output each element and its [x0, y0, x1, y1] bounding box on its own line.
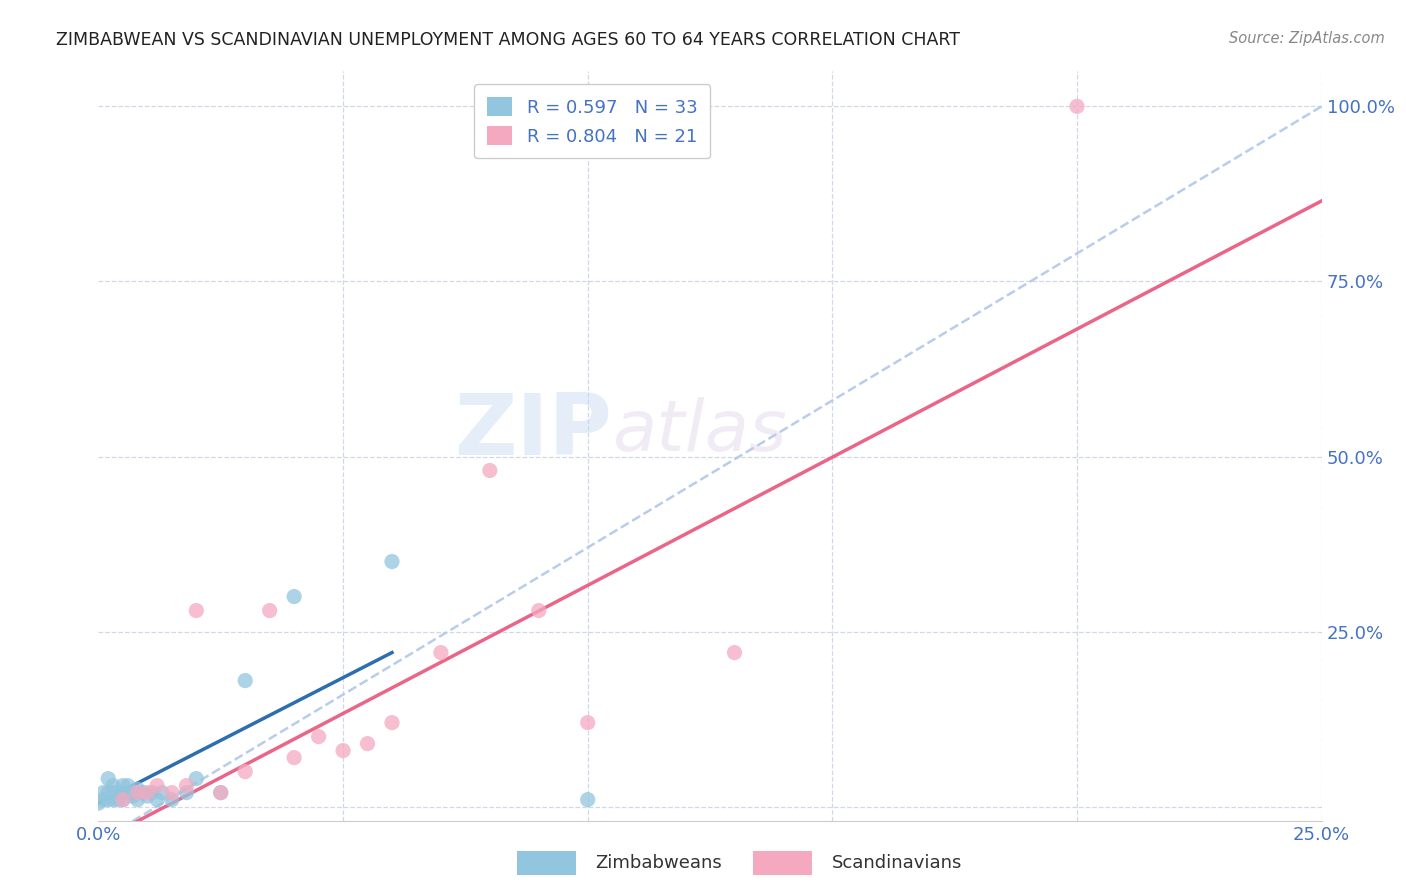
Point [127, 786, 149, 800]
Point [209, 786, 232, 800]
Point [136, 786, 159, 800]
Point [150, 786, 173, 800]
Point [121, 789, 143, 804]
Point [209, 786, 232, 800]
Point [478, 463, 501, 477]
Point [176, 779, 198, 793]
Point [332, 743, 354, 757]
Point [259, 603, 281, 617]
Point [131, 786, 153, 800]
Point [101, 792, 124, 806]
Point [308, 730, 330, 744]
Text: Scandinavians: Scandinavians [831, 854, 962, 872]
Point [233, 764, 256, 779]
Point [107, 792, 129, 806]
Text: atlas: atlas [612, 397, 787, 466]
Point [101, 786, 124, 800]
Point [186, 772, 208, 786]
Point [117, 786, 139, 800]
Point [160, 786, 183, 800]
Text: Source: ZipAtlas.com: Source: ZipAtlas.com [1229, 31, 1385, 46]
Point [356, 737, 378, 751]
Text: ZIP: ZIP [454, 390, 612, 473]
Point [160, 792, 183, 806]
Point [91, 786, 114, 800]
Point [101, 779, 124, 793]
Legend: R = 0.597   N = 33, R = 0.804   N = 21: R = 0.597 N = 33, R = 0.804 N = 21 [474, 84, 710, 158]
Point [136, 789, 159, 804]
Point [283, 590, 305, 604]
Point [723, 646, 745, 660]
Point [141, 786, 163, 800]
Text: Zimbabweans: Zimbabweans [596, 854, 723, 872]
Point [381, 555, 404, 569]
Point [111, 779, 134, 793]
Point [186, 603, 208, 617]
FancyBboxPatch shape [754, 851, 813, 875]
Point [111, 786, 134, 800]
Point [97, 772, 120, 786]
Point [1066, 99, 1088, 113]
Point [527, 603, 550, 617]
Point [97, 792, 120, 806]
Point [87, 796, 110, 810]
Point [107, 786, 129, 800]
Point [146, 792, 169, 806]
Point [381, 715, 404, 730]
Point [283, 750, 305, 764]
Point [111, 792, 134, 806]
Point [127, 792, 149, 806]
Point [91, 792, 114, 806]
Point [176, 786, 198, 800]
Point [576, 792, 599, 806]
Point [127, 782, 149, 797]
Point [121, 786, 143, 800]
Text: ZIMBABWEAN VS SCANDINAVIAN UNEMPLOYMENT AMONG AGES 60 TO 64 YEARS CORRELATION CH: ZIMBABWEAN VS SCANDINAVIAN UNEMPLOYMENT … [56, 31, 960, 49]
Point [576, 715, 599, 730]
Point [146, 779, 169, 793]
Point [111, 792, 134, 806]
Point [117, 779, 139, 793]
FancyBboxPatch shape [517, 851, 576, 875]
Point [97, 786, 120, 800]
Point [430, 646, 453, 660]
Point [233, 673, 256, 688]
